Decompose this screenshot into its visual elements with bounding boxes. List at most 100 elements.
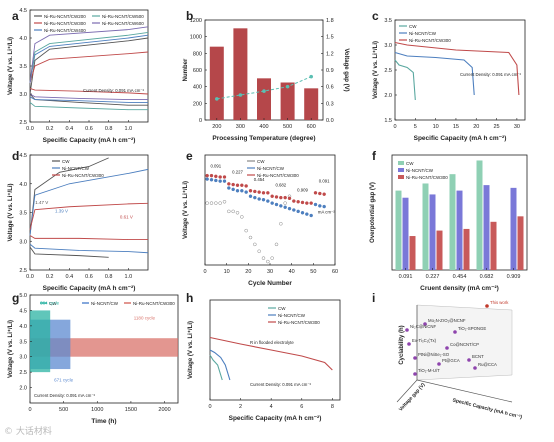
bar (422, 183, 429, 270)
annotation: Current Density: 0.091 mA cm⁻² (460, 72, 522, 77)
y-tick-label: 5.0 (19, 293, 27, 299)
y-tick-label: 1.5 (326, 35, 334, 41)
x-tick-label: 400 (259, 124, 268, 130)
cycling-band (30, 310, 51, 373)
rate-label: 0.454 (254, 177, 265, 182)
discharge-curve (29, 235, 148, 240)
data-point (209, 173, 214, 178)
discharge-curve (29, 246, 109, 258)
legend-entry: CW (278, 306, 286, 311)
axes-frame (204, 154, 336, 266)
y-axis-label: Voltage (V vs. Li⁺/Li) (7, 320, 14, 378)
y-tick-label: 2.5 (384, 68, 392, 74)
z-axis-label: Specific Capacity (mA h cm⁻²) (452, 397, 523, 420)
data-point (274, 242, 279, 247)
legend-entry: Ni-Ru-NCNT/CW200 (44, 14, 86, 19)
voltage-gap-label: 0.61 V (120, 214, 133, 219)
data-point (445, 346, 449, 350)
discharge-curve (29, 93, 148, 106)
rate-label: 0.227 (232, 170, 243, 175)
x-tick-label: 15 (453, 124, 459, 130)
y-tick-label: 3.0 (19, 239, 27, 245)
y-tick-label: 1.2 (326, 51, 334, 57)
point-label: TiO₂-SPONGE (458, 326, 486, 331)
data-point (283, 195, 287, 200)
data-point (231, 182, 235, 187)
data-point (218, 175, 222, 179)
x-tick-label: 2 (239, 404, 242, 410)
y-tick-label: 200 (193, 101, 202, 107)
data-point (244, 184, 248, 188)
rate-unit-label: mA cm⁻² (318, 209, 335, 214)
data-point (240, 189, 244, 193)
charge-curve (29, 26, 149, 83)
voltage-gap-point (285, 84, 290, 89)
discharge-curve (394, 59, 416, 101)
data-point (209, 178, 214, 182)
legend-swatch (398, 161, 404, 165)
data-point (300, 211, 305, 215)
y-tick-label: 3.5 (19, 64, 27, 70)
x-axis-label: Specific Capacity (mA h cm⁻²) (229, 415, 322, 422)
y-tick-label: 3.0 (19, 92, 27, 98)
charge-curve (29, 34, 149, 83)
data-point (257, 197, 261, 201)
discharge-curve (29, 243, 149, 254)
x-tick-label: 40 (289, 269, 295, 275)
y-tick-label: 3.5 (384, 18, 392, 24)
discharge-curve (394, 51, 475, 96)
bar (409, 236, 416, 270)
data-point (283, 201, 287, 205)
data-point (300, 200, 305, 205)
x-tick-label: 0.2 (46, 126, 54, 132)
data-point (235, 211, 240, 215)
x-tick-label: 0.0 (26, 126, 34, 132)
x-tick-label: 30 (514, 124, 520, 130)
legend-entry: CW (49, 301, 57, 306)
x-tick-label: 0.227 (426, 274, 440, 280)
cycle-label: 1180 cycle (134, 316, 156, 321)
x-tick-label: 0.2 (46, 274, 54, 280)
rate-label: 0.091 (210, 163, 221, 168)
data-point (266, 259, 270, 264)
y-tick-label: 4.0 (19, 182, 27, 188)
y-tick-label: 4.5 (19, 8, 27, 14)
x-tick-label: 0.454 (453, 274, 467, 280)
data-point (296, 209, 300, 214)
data-point (309, 213, 313, 218)
discharge-curve (29, 93, 148, 101)
y-axis-label: Overpotential gap (V) (370, 182, 376, 243)
y-axis-label: Voltage (V vs. Li⁺/Li) (7, 183, 14, 241)
x-axis-label: Cycle Number (248, 280, 292, 287)
legend-swatch (398, 168, 404, 172)
y-axis-label: Voltage (V vs. Li⁺/Li) (182, 181, 189, 239)
y-tick-label: 2.0 (384, 93, 392, 99)
voltage-gap-point (238, 93, 243, 97)
bar (209, 46, 224, 120)
data-point (222, 200, 227, 204)
panel-label-f: f (372, 149, 377, 163)
x-tick-label: 0.0 (26, 274, 34, 280)
bar (476, 160, 483, 270)
annotation: Current Density: 0.091 mA cm⁻² (34, 393, 96, 398)
y-tick-label: 3.0 (384, 43, 392, 49)
annotation: Current Density: 0.091 mA cm⁻² (250, 382, 312, 387)
x-tick-label: 6 (300, 404, 303, 410)
y-tick-label: 3.5 (19, 211, 27, 217)
data-point (231, 187, 235, 192)
data-point (309, 201, 313, 205)
y-tick-label: 800 (193, 51, 202, 57)
annotation: Current Density: 0.091 mA cm⁻² (83, 88, 145, 93)
y-tick-label: 4.0 (19, 36, 27, 42)
data-point (322, 192, 326, 196)
charge-curve (29, 202, 149, 230)
panel-label-c: c (372, 9, 379, 23)
data-point (205, 177, 209, 181)
data-point (318, 191, 322, 196)
legend-entry: Ni-Ru-NCNT/CW500 (102, 14, 144, 19)
voltage-gap-point (262, 89, 266, 93)
discharge-curve (29, 87, 149, 95)
panel-label-b: b (186, 9, 193, 23)
legend-entry: Ni-Ru-NCNT/CW300 (409, 38, 451, 43)
x-tick-label: 20 (473, 124, 479, 130)
